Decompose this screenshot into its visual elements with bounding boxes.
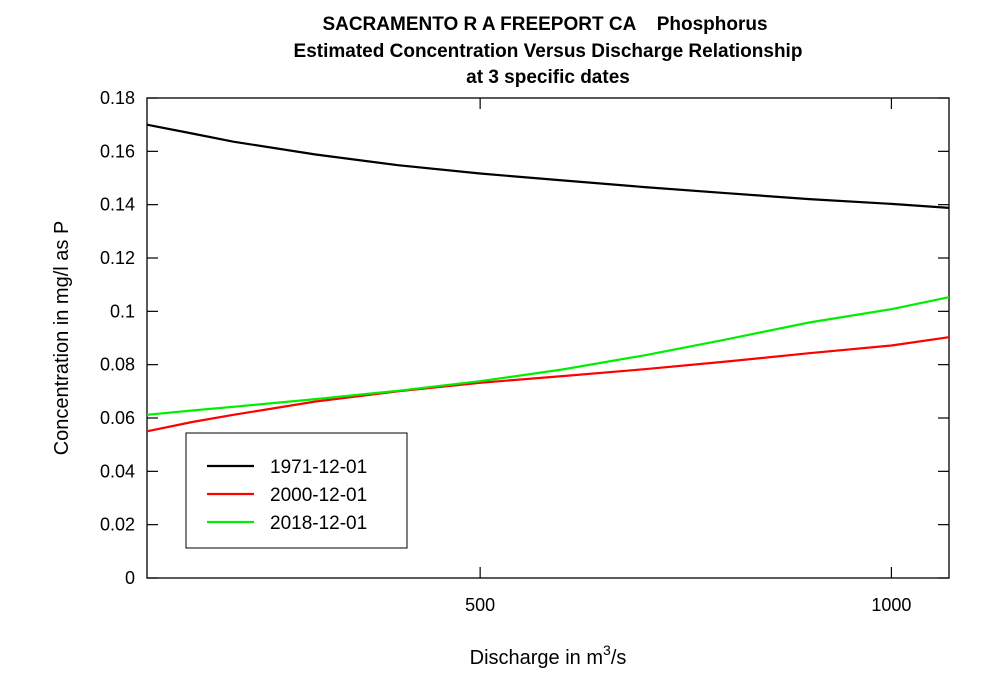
x-axis-label: Discharge in m3/s — [470, 642, 627, 669]
legend-box — [185, 432, 408, 549]
x-axis-label-superscript: 3 — [603, 642, 611, 658]
y-tick-label: 0.16 — [100, 141, 135, 161]
series-line-1971-12-01 — [146, 123, 950, 209]
x-axis-label-suffix: /s — [611, 647, 627, 669]
y-axis: 0 0.02 0.04 0.06 0.08 0.1 0.12 0.14 0.16 0.18 — [100, 88, 949, 588]
series-line-2000-12-01 — [146, 336, 950, 433]
title-line-2: Estimated Concentration Versus Discharge… — [294, 41, 803, 62]
y-tick-label: 0.1 — [110, 301, 135, 321]
legend: 1971-12-01 2000-12-01 2018-12-01 — [185, 432, 408, 549]
title-line-3: at 3 specific dates — [466, 67, 630, 88]
x-tick-label: 500 — [465, 595, 495, 615]
legend-label: 1971-12-01 — [270, 457, 367, 478]
legend-label: 2000-12-01 — [270, 485, 367, 506]
y-tick-label: 0.08 — [100, 355, 135, 375]
title-line-1: SACRAMENTO R A FREEPORT CA Phosphorus — [322, 14, 767, 35]
legend-items: 1971-12-01 2000-12-01 2018-12-01 — [207, 457, 367, 534]
x-tick-label: 1000 — [871, 595, 911, 615]
y-tick-label: 0.12 — [100, 248, 135, 268]
y-axis-label: Concentration in mg/l as P — [51, 221, 73, 456]
y-tick-label: 0.04 — [100, 461, 135, 481]
x-axis: 500 1000 — [465, 98, 911, 615]
y-tick-label: 0.06 — [100, 408, 135, 428]
y-tick-label: 0.02 — [100, 515, 135, 535]
x-axis-label-prefix: Discharge in m — [470, 647, 603, 669]
chart-title: SACRAMENTO R A FREEPORT CA Phosphorus Es… — [294, 14, 803, 88]
y-tick-label: 0 — [125, 568, 135, 588]
legend-label: 2018-12-01 — [270, 513, 367, 534]
y-tick-label: 0.18 — [100, 88, 135, 108]
series-lines — [146, 123, 950, 433]
series-line-2018-12-01 — [146, 296, 950, 416]
y-tick-label: 0.14 — [100, 195, 135, 215]
